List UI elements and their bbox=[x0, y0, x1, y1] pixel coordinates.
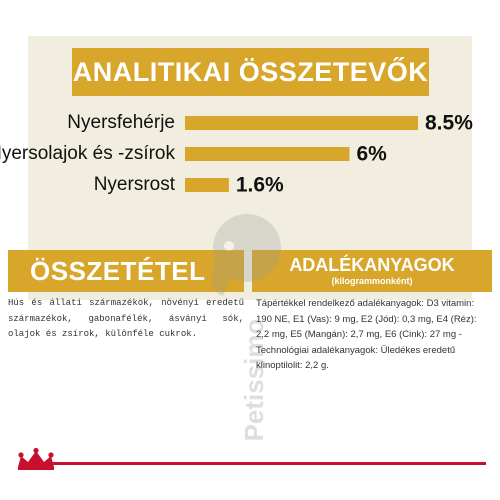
additives-title: ADALÉKANYAGOK bbox=[289, 255, 455, 275]
additives-subtitle: (kilogrammonként) bbox=[331, 276, 413, 286]
lower-panel bbox=[0, 300, 500, 500]
additives-header: ADALÉKANYAGOK (kilogrammonként) bbox=[252, 250, 492, 292]
composition-title: ÖSSZETÉTEL bbox=[30, 255, 206, 286]
value-label: 8.5% bbox=[425, 112, 473, 135]
bar bbox=[185, 178, 229, 192]
analytical-title: ANALITIKAI ÖSSZETEVŐK bbox=[72, 56, 429, 87]
composition-header: ÖSSZETÉTEL bbox=[8, 250, 244, 292]
additives-text: Tápértékkel rendelkező adalékanyagok: D3… bbox=[256, 298, 477, 371]
bar bbox=[185, 116, 418, 130]
value-label: 6% bbox=[356, 143, 387, 166]
category-label: Nyersfehérje bbox=[67, 112, 175, 133]
red-footer-rule bbox=[50, 462, 486, 465]
royal-canin-crown-icon bbox=[18, 447, 54, 470]
watermark-text: Petissimo bbox=[239, 319, 269, 440]
category-label: Nyersrost bbox=[94, 174, 176, 195]
category-label: Nyersolajok és -zsírok bbox=[0, 143, 175, 164]
analytical-title-banner: ANALITIKAI ÖSSZETEVŐK bbox=[72, 48, 429, 96]
elephant-logo-icon bbox=[211, 214, 281, 296]
bar bbox=[185, 147, 350, 161]
analytical-bar-chart: Nyersfehérje 8.5% Nyersolajok és -zsírok 6%… bbox=[0, 112, 473, 197]
petissimo-watermark: Petissimo bbox=[211, 214, 281, 440]
composition-text: Hús és állati származékok, növényi erede… bbox=[8, 298, 244, 339]
value-label: 1.6% bbox=[236, 174, 284, 197]
